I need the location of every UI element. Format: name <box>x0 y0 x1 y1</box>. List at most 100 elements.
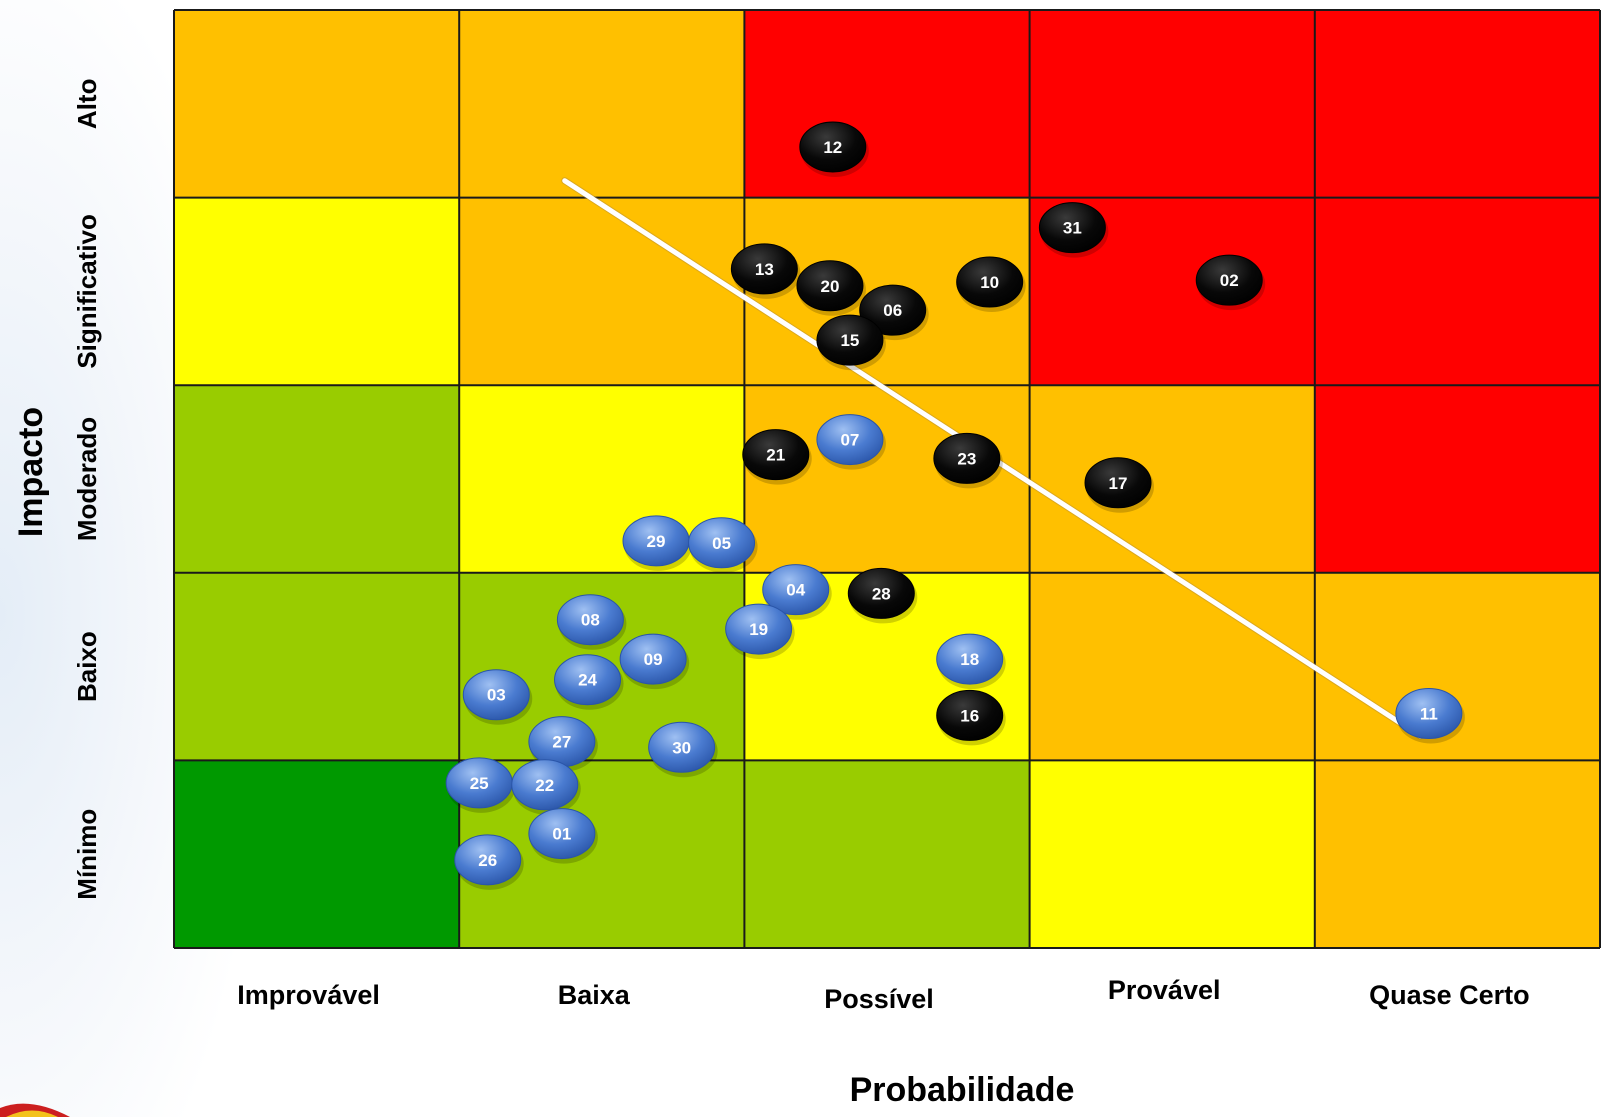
risk-marker-16[interactable]: 16 <box>936 689 1006 746</box>
marker-bubble <box>648 721 716 773</box>
heatmap-cell <box>1314 760 1600 948</box>
risk-marker-18[interactable]: 18 <box>936 633 1006 690</box>
x-tick-label: Improvável <box>237 980 380 1010</box>
logo-fragment <box>0 1103 70 1117</box>
marker-label: 27 <box>552 733 571 752</box>
marker-bubble <box>528 808 596 860</box>
marker-bubble <box>859 284 927 336</box>
marker-label: 01 <box>552 825 571 844</box>
risk-marker-30[interactable]: 30 <box>648 721 718 778</box>
heatmap-cells <box>174 10 1600 948</box>
heatmap-cell <box>1314 572 1600 761</box>
marker-label: 15 <box>840 331 859 350</box>
marker-bubble <box>796 260 864 312</box>
risk-marker-10[interactable]: 10 <box>956 256 1026 313</box>
marker-bubble <box>619 633 687 685</box>
marker-bubble <box>1195 254 1263 306</box>
marker-label: 04 <box>786 581 805 600</box>
marker-bubble <box>816 414 884 466</box>
risk-marker-19[interactable]: 19 <box>725 603 795 660</box>
marker-label: 05 <box>712 534 731 553</box>
heatmap-cell <box>1314 197 1600 386</box>
marker-label: 17 <box>1109 474 1128 493</box>
marker-label: 08 <box>581 611 600 630</box>
marker-label: 06 <box>883 301 902 320</box>
y-tick-label: Moderado <box>72 417 102 541</box>
risk-marker-20[interactable]: 20 <box>796 260 866 316</box>
marker-bubble <box>816 314 884 366</box>
marker-bubble <box>1395 688 1463 739</box>
risk-marker-26[interactable]: 26 <box>454 834 524 890</box>
marker-bubble <box>742 429 810 481</box>
risk-marker-22[interactable]: 22 <box>511 759 581 815</box>
marker-bubble <box>1084 457 1152 509</box>
marker-bubble <box>554 654 622 706</box>
risk-marker-25[interactable]: 25 <box>445 757 516 813</box>
marker-bubble <box>730 243 798 295</box>
y-axis-title: Impacto <box>12 407 50 537</box>
risk-marker-08[interactable]: 08 <box>556 594 627 650</box>
heatmap-cell <box>459 197 745 386</box>
risk-marker-13[interactable]: 13 <box>730 243 801 299</box>
marker-bubble <box>936 633 1004 685</box>
y-tick-label: Alto <box>72 79 102 130</box>
risk-marker-17[interactable]: 17 <box>1084 457 1155 513</box>
risk-marker-09[interactable]: 09 <box>619 633 690 690</box>
x-tick-label: Quase Certo <box>1369 980 1530 1010</box>
marker-label: 13 <box>755 260 774 279</box>
heatmap-cell <box>744 10 1030 198</box>
marker-label: 30 <box>672 738 691 757</box>
risk-marker-15[interactable]: 15 <box>816 314 886 371</box>
y-tick-label: Mínimo <box>72 809 102 900</box>
heatmap-cell <box>174 572 460 761</box>
heatmap-cell <box>1029 572 1315 761</box>
x-tick-label: Baixa <box>558 980 631 1010</box>
heatmap-cell <box>174 385 460 573</box>
marker-label: 18 <box>960 650 979 669</box>
marker-bubble <box>725 603 793 655</box>
marker-label: 28 <box>872 584 891 603</box>
heatmap-cell <box>174 10 460 198</box>
risk-marker-11[interactable]: 11 <box>1395 688 1465 744</box>
risk-marker-04[interactable]: 04 <box>762 564 832 620</box>
marker-label: 10 <box>980 273 999 292</box>
marker-label: 20 <box>820 277 839 296</box>
risk-marker-27[interactable]: 27 <box>528 716 598 772</box>
risk-marker-01[interactable]: 01 <box>528 808 598 864</box>
marker-label: 29 <box>647 532 666 551</box>
x-tick-label: Possível <box>824 984 934 1014</box>
risk-marker-28[interactable]: 28 <box>847 567 918 624</box>
marker-label: 03 <box>487 686 506 705</box>
risk-markers: 12 31 13 20 10 02 06 15 21 23 17 28 16 07 29 05 04 08 19 09… <box>445 121 1465 890</box>
marker-bubble <box>933 432 1001 484</box>
marker-label: 19 <box>749 620 768 639</box>
risk-marker-21[interactable]: 21 <box>742 429 812 485</box>
risk-marker-29[interactable]: 29 <box>622 515 692 571</box>
heatmap-cell <box>174 760 460 948</box>
heatmap-cell <box>174 197 460 386</box>
risk-marker-12[interactable]: 12 <box>799 121 869 177</box>
risk-marker-02[interactable]: 02 <box>1195 254 1266 311</box>
marker-bubble <box>688 517 756 569</box>
marker-label: 25 <box>470 774 489 793</box>
marker-bubble <box>556 594 624 646</box>
x-axis-ticks: Improvável Baixa Possível Provável Quase Cer… <box>237 975 1529 1014</box>
marker-label: 21 <box>766 446 785 465</box>
risk-marker-05[interactable]: 05 <box>688 517 758 573</box>
risk-marker-07[interactable]: 07 <box>816 414 886 470</box>
heatmap-cell <box>744 760 1030 948</box>
risk-marker-31[interactable]: 31 <box>1038 202 1109 258</box>
risk-marker-03[interactable]: 03 <box>462 669 533 725</box>
marker-label: 07 <box>840 431 859 450</box>
risk-marker-24[interactable]: 24 <box>554 654 624 710</box>
risk-marker-23[interactable]: 23 <box>933 432 1003 489</box>
heatmap-cell <box>1029 385 1315 573</box>
marker-label: 02 <box>1220 271 1239 290</box>
x-tick-label: Provável <box>1108 975 1221 1005</box>
risk-marker-06[interactable]: 06 <box>859 284 929 341</box>
marker-bubble <box>454 834 522 886</box>
marker-bubble <box>847 567 915 619</box>
marker-label: 16 <box>960 706 979 725</box>
marker-label: 12 <box>823 138 842 157</box>
